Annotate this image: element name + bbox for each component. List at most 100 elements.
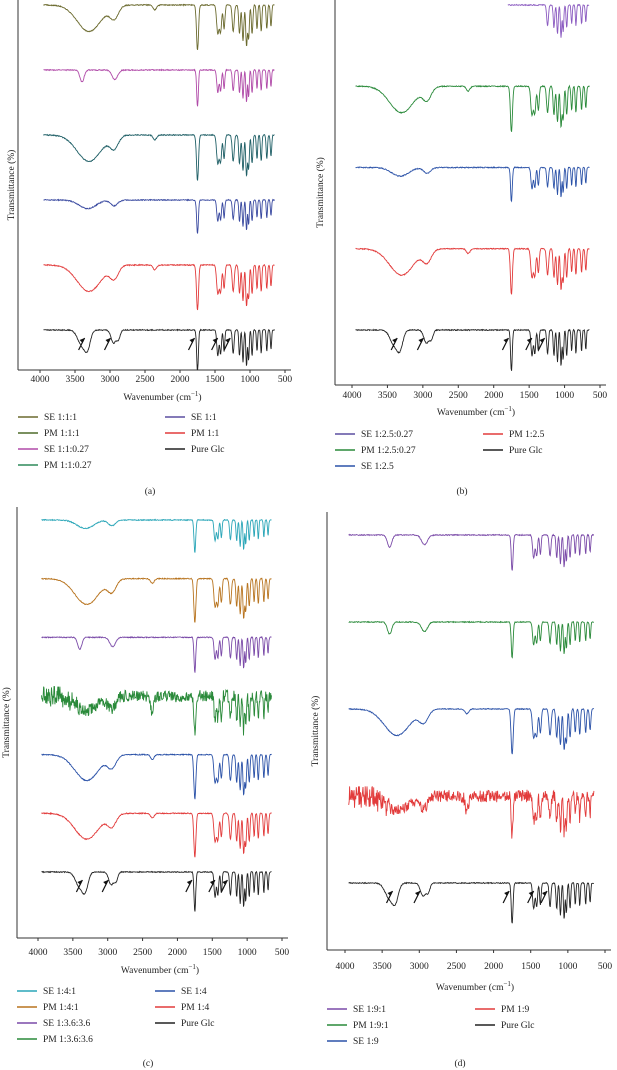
spectrum-a-5 xyxy=(43,328,275,371)
y-axis-label-d: Transmittance (%) xyxy=(310,696,321,767)
x-tick-label-d-5: 1500 xyxy=(521,962,540,972)
x-tick-label-c-5: 1500 xyxy=(203,948,222,958)
spectrum-c-2 xyxy=(41,635,272,673)
x-tick-label-c-4: 2000 xyxy=(168,948,187,958)
legend-label-c-3: PM 1:4 xyxy=(181,1003,209,1013)
arrow-d-2-head xyxy=(504,891,510,896)
panel-label-d: (d) xyxy=(454,1058,465,1069)
spectrum-d-1 xyxy=(348,620,594,659)
arrow-d-4-head xyxy=(542,891,548,896)
arrow-d-0-head xyxy=(387,891,393,896)
arrow-b-2-head xyxy=(503,338,509,343)
arrow-a-3-head xyxy=(212,338,218,343)
arrow-d-1-head xyxy=(415,891,420,896)
arrow-b-4-head xyxy=(539,338,545,343)
panel-label-a: (a) xyxy=(145,486,156,497)
x-tick-label-a-5: 1500 xyxy=(206,375,225,385)
legend-label-b-0: SE 1:2.5:0.27 xyxy=(361,430,413,440)
legend-label-d-4: SE 1:9 xyxy=(353,1037,379,1047)
spectrum-b-3 xyxy=(355,247,590,295)
x-tick-label-c-1: 3500 xyxy=(63,948,82,958)
legend-label-d-2: PM 1:9:1 xyxy=(353,1021,389,1031)
legend-label-a-3: PM 1:1 xyxy=(191,429,219,439)
legend-label-a-5: Pure Glc xyxy=(191,445,225,455)
x-tick-label-c-7: 500 xyxy=(275,948,290,958)
x-tick-label-b-1: 3500 xyxy=(378,391,397,401)
spectrum-a-1 xyxy=(43,68,275,107)
x-tick-label-c-6: 1000 xyxy=(238,948,257,958)
panel-label-c: (c) xyxy=(143,1058,154,1069)
x-axis-label-a: Wavenumber (cm−1) xyxy=(123,390,201,403)
spectrum-c-0 xyxy=(41,518,272,553)
arrow-b-3-head xyxy=(526,338,532,343)
arrow-c-1-head xyxy=(103,880,109,885)
arrow-a-2-head xyxy=(189,338,195,343)
legend-label-d-0: SE 1:9:1 xyxy=(353,1005,386,1015)
legend-label-b-4: SE 1:2.5 xyxy=(361,462,394,472)
arrow-a-4-head xyxy=(225,338,231,343)
arrow-c-3-head xyxy=(209,880,215,885)
legend-label-c-1: SE 1:4 xyxy=(181,987,207,997)
legend-label-a-2: PM 1:1:1 xyxy=(44,429,80,439)
x-tick-label-b-0: 4000 xyxy=(343,391,362,401)
spectrum-c-4 xyxy=(41,753,272,800)
x-tick-label-c-0: 4000 xyxy=(29,948,48,958)
x-axis-label-d: Wavenumber (cm−1) xyxy=(436,980,514,993)
legend-label-a-0: SE 1:1:1 xyxy=(44,413,77,423)
legend-label-d-3: Pure Glc xyxy=(501,1021,535,1031)
x-tick-label-d-2: 3000 xyxy=(410,962,429,972)
x-tick-label-b-5: 1500 xyxy=(520,391,539,401)
legend-label-a-1: SE 1:1 xyxy=(191,413,217,423)
legend-label-c-5: Pure Glc xyxy=(181,1019,215,1029)
spectrum-c-1 xyxy=(41,577,272,623)
x-tick-label-b-3: 2500 xyxy=(449,391,468,401)
x-tick-label-d-1: 3500 xyxy=(373,962,392,972)
spectrum-c-5 xyxy=(41,811,272,858)
x-tick-label-d-3: 2500 xyxy=(447,962,466,972)
spectrum-d-2 xyxy=(348,707,595,755)
legend-label-c-4: SE 1:3.6:3.6 xyxy=(43,1019,90,1029)
x-tick-label-a-7: 500 xyxy=(278,375,293,385)
x-tick-label-d-6: 1000 xyxy=(558,962,577,972)
spectrum-c-6 xyxy=(41,870,272,912)
x-tick-label-d-0: 4000 xyxy=(336,962,355,972)
x-tick-label-a-2: 3000 xyxy=(101,375,120,385)
y-axis-label-c: Transmittance (%) xyxy=(1,687,12,758)
spectrum-c-3 xyxy=(41,686,272,736)
spectrum-a-4 xyxy=(43,263,275,311)
arrow-c-4-head xyxy=(222,880,228,885)
spectrum-d-0 xyxy=(348,533,595,571)
x-tick-label-a-1: 3500 xyxy=(66,375,85,385)
legend-label-b-3: Pure Glc xyxy=(509,446,543,456)
arrow-c-2-head xyxy=(186,880,192,885)
arrow-d-3-head xyxy=(528,891,534,896)
legend-label-c-2: PM 1:4:1 xyxy=(43,1003,79,1013)
legend-label-a-6: PM 1:1:0.27 xyxy=(44,461,92,471)
x-tick-label-d-4: 2000 xyxy=(484,962,503,972)
spectrum-b-1 xyxy=(355,84,590,132)
legend-label-d-1: PM 1:9 xyxy=(501,1005,529,1015)
arrow-b-0-head xyxy=(392,338,398,343)
x-tick-label-a-4: 2000 xyxy=(171,375,190,385)
x-tick-label-a-3: 2500 xyxy=(136,375,155,385)
legend-label-c-0: SE 1:4:1 xyxy=(43,987,76,997)
x-tick-label-a-0: 4000 xyxy=(31,375,50,385)
arrow-b-1-head xyxy=(418,338,424,343)
arrow-a-0-head xyxy=(79,338,85,343)
legend-label-b-1: PM 1:2.5 xyxy=(509,430,545,440)
legend-label-c-6: PM 1:3.6:3.6 xyxy=(43,1035,93,1045)
legend-label-a-4: SE 1:1:0.27 xyxy=(44,445,89,455)
x-tick-label-c-3: 2500 xyxy=(133,948,152,958)
arrow-a-1-head xyxy=(105,338,111,343)
spectrum-b-0 xyxy=(507,3,590,38)
x-tick-label-b-7: 500 xyxy=(593,391,608,401)
spectrum-a-3 xyxy=(43,198,275,234)
y-axis-label-b: Transmittance (%) xyxy=(315,157,326,228)
y-axis-label-a: Transmittance (%) xyxy=(6,150,17,221)
x-tick-label-c-2: 3000 xyxy=(98,948,117,958)
spectrum-d-3 xyxy=(348,786,595,839)
x-axis-label-b: Wavenumber (cm−1) xyxy=(437,405,515,418)
x-tick-label-b-6: 1000 xyxy=(555,391,574,401)
spectrum-d-4 xyxy=(348,881,594,924)
